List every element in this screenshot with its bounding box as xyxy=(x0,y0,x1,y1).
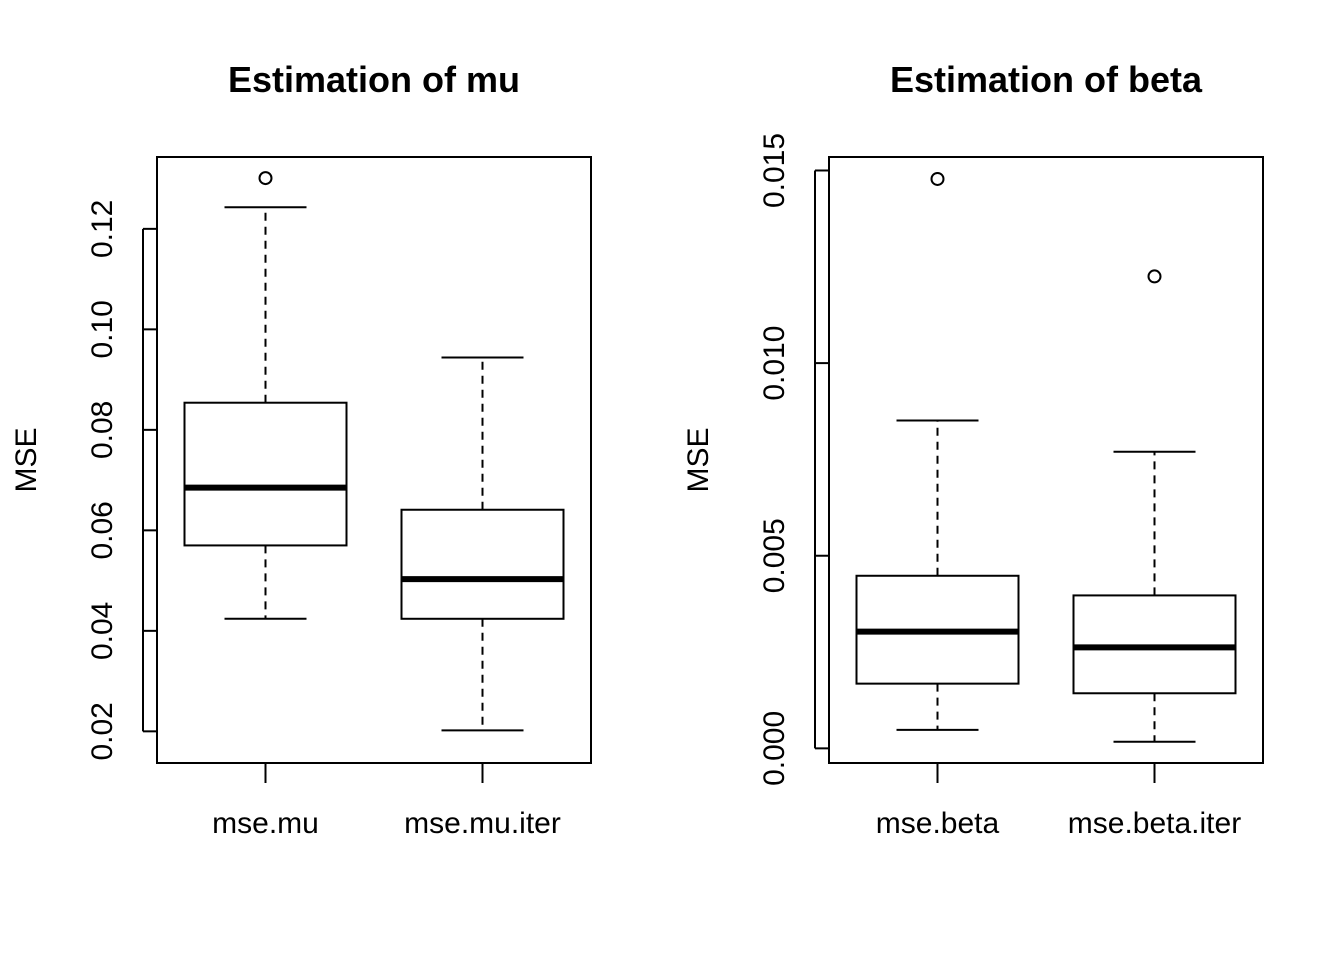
y-tick-label: 0.010 xyxy=(758,326,791,401)
y-tick-label: 0.02 xyxy=(86,702,119,760)
y-tick-label: 0.000 xyxy=(758,711,791,786)
y-tick-label: 0.04 xyxy=(86,602,119,660)
y-axis-label: MSE xyxy=(10,427,43,492)
box-iqr xyxy=(183,401,348,547)
plot-frame xyxy=(828,156,1264,764)
box-iqr xyxy=(1072,594,1237,695)
x-category-label: mse.mu.iter xyxy=(404,807,561,840)
outlier-point xyxy=(1147,269,1162,284)
chart-title: Estimation of mu xyxy=(228,59,520,100)
x-category-label: mse.beta.iter xyxy=(1068,807,1241,840)
outlier-point xyxy=(930,171,945,186)
box-iqr xyxy=(400,508,565,620)
chart-title: Estimation of beta xyxy=(890,59,1203,100)
box-mse-mu-iter: mse.mu.iter xyxy=(400,356,565,840)
y-tick-label: 0.005 xyxy=(758,518,791,593)
box-mse-beta: mse.beta xyxy=(855,171,1020,840)
y-tick-label: 0.08 xyxy=(86,401,119,459)
chart-panel-1: Estimation of mu 0.02 0.04 0.06 0.08 0.10 0.12… xyxy=(10,59,592,840)
y-tick-label: 0.10 xyxy=(86,300,119,358)
y-tick-label: 0.06 xyxy=(86,501,119,559)
box-mse-mu: mse.mu xyxy=(183,171,348,840)
x-category-label: mse.beta xyxy=(876,807,1000,840)
chart-panel-2: Estimation of beta 0.000 0.005 0.010 0.015 MS… xyxy=(682,59,1264,840)
y-axis-label: MSE xyxy=(682,427,715,492)
plot-frame xyxy=(156,156,592,764)
x-category-label: mse.mu xyxy=(212,807,319,840)
outlier-point xyxy=(258,171,273,186)
y-tick-label: 0.015 xyxy=(758,133,791,208)
y-tick-label: 0.12 xyxy=(86,200,119,258)
box-mse-beta-iter: mse.beta.iter xyxy=(1068,269,1241,840)
